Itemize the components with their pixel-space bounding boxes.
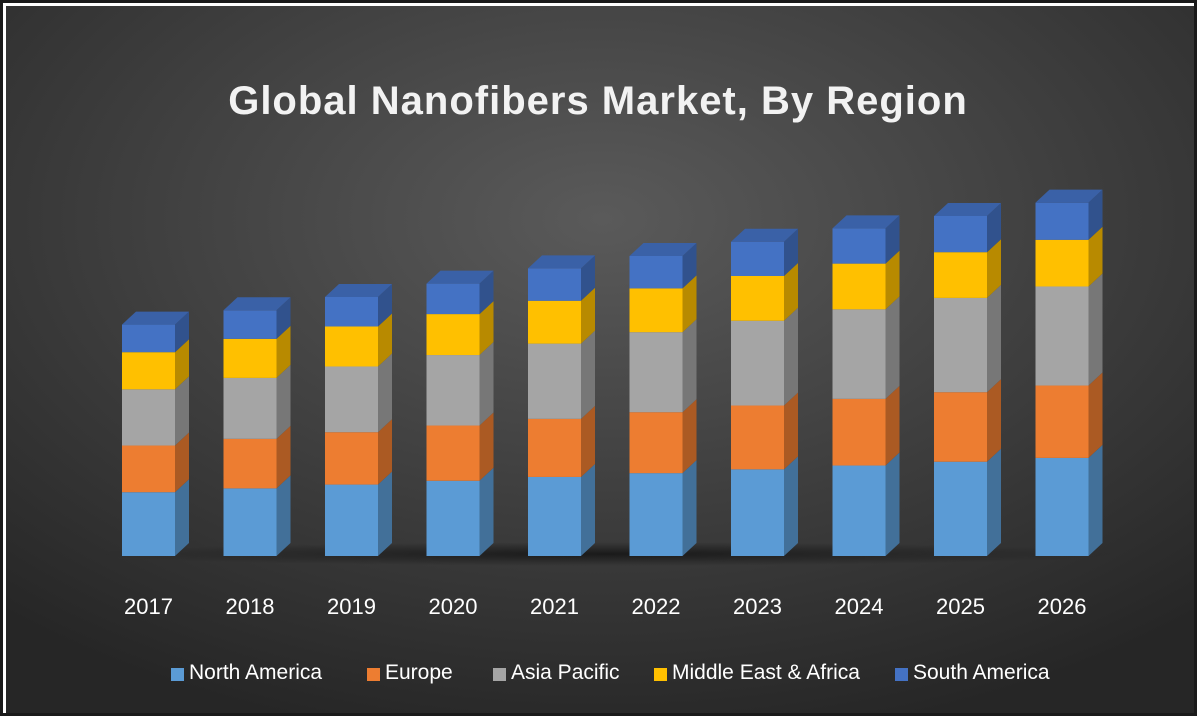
bar-2019-asia-pacific [325, 353, 392, 433]
x-tick-label: 2020 [429, 594, 478, 619]
legend-label: North America [189, 661, 322, 684]
bar-2021-middle-east-africa [528, 287, 595, 344]
bar-2025-europe [934, 379, 1001, 462]
bar-2019-north-america [325, 471, 392, 556]
bar-2025-north-america [934, 448, 1001, 556]
x-tick-label: 2025 [936, 594, 985, 619]
nanofibers-market-chart: Global Nanofibers Market, By Region 2017… [6, 6, 1194, 713]
bar-2017-asia-pacific [122, 376, 189, 446]
bar-2026-middle-east-africa [1035, 226, 1103, 287]
bar-2020-europe [426, 412, 494, 481]
bar-stack-2025 [934, 203, 1001, 556]
legend-swatch [171, 668, 184, 681]
x-tick-label: 2021 [530, 594, 579, 619]
legend-item-north-america: North America [171, 661, 322, 684]
chart-title: Global Nanofibers Market, By Region [228, 79, 968, 123]
bar-stack-2017 [122, 311, 189, 556]
bar-2019-europe [325, 419, 392, 485]
bar-2020-asia-pacific [426, 342, 494, 426]
bar-2020-north-america [426, 467, 494, 556]
bar-2024-north-america [832, 452, 900, 556]
bar-stack-2023 [731, 228, 798, 556]
bar-stack-2024 [832, 215, 900, 556]
bar-2017-south-america [122, 311, 189, 353]
x-tick-label: 2024 [835, 594, 884, 619]
bar-2023-asia-pacific [731, 307, 798, 406]
x-tick-label: 2022 [632, 594, 681, 619]
bar-2018-middle-east-africa [223, 325, 291, 378]
bar-2025-middle-east-africa [934, 239, 1001, 298]
bar-stack-2021 [528, 255, 595, 556]
legend-label: South America [913, 661, 1050, 684]
bar-2018-europe [223, 425, 291, 489]
x-tick-label: 2023 [733, 594, 782, 619]
legend-item-asia-pacific: Asia Pacific [493, 661, 620, 684]
x-tick-label: 2018 [226, 594, 275, 619]
bar-2019-middle-east-africa [325, 313, 392, 367]
bar-2018-asia-pacific [223, 364, 291, 439]
legend-label: Middle East & Africa [672, 661, 860, 684]
bar-2017-north-america [122, 479, 189, 556]
bar-2023-europe [731, 392, 798, 470]
bar-2018-south-america [223, 297, 291, 339]
x-tick-label: 2026 [1038, 594, 1087, 619]
x-tick-label: 2019 [327, 594, 376, 619]
x-axis-ticks: 2017 2018 2019 2020 2021 2022 2023 2024 2025 2026 [124, 594, 1086, 619]
bar-2020-south-america [426, 270, 494, 315]
bar-2026-asia-pacific [1035, 273, 1103, 386]
bar-2025-south-america [934, 203, 1001, 253]
legend-label: Europe [385, 661, 453, 684]
legend: North America Europe Asia Pacific Middle Ea… [171, 661, 1050, 684]
bar-2020-middle-east-africa [426, 301, 494, 356]
bar-stack-2018 [223, 297, 291, 556]
bar-2017-europe [122, 432, 189, 493]
bar-stack-2026 [1035, 189, 1103, 556]
bar-stack-2022 [629, 243, 697, 556]
bar-2021-south-america [528, 255, 595, 301]
bar-2023-south-america [731, 228, 798, 276]
bar-2025-asia-pacific [934, 284, 1001, 393]
bar-2021-north-america [528, 463, 595, 556]
bar-stack-2019 [325, 283, 392, 556]
bar-2022-asia-pacific [629, 319, 697, 413]
bar-2022-north-america [629, 460, 697, 556]
legend-swatch [654, 668, 667, 681]
bars-group [122, 189, 1103, 556]
bar-2021-asia-pacific [528, 330, 595, 419]
bar-2026-south-america [1035, 189, 1103, 240]
bar-2017-middle-east-africa [122, 339, 189, 390]
x-tick-label: 2017 [124, 594, 173, 619]
legend-swatch [367, 668, 380, 681]
legend-item-middle-east-africa: Middle East & Africa [654, 661, 860, 684]
bar-2026-north-america [1035, 444, 1103, 556]
bar-stack-2020 [426, 270, 494, 556]
bar-2024-south-america [832, 215, 900, 264]
legend-swatch [493, 668, 506, 681]
bar-2022-south-america [629, 243, 697, 289]
legend-swatch [895, 668, 908, 681]
bar-2023-middle-east-africa [731, 263, 798, 321]
legend-item-europe: Europe [367, 661, 453, 684]
bar-2024-europe [832, 385, 900, 466]
bar-2019-south-america [325, 283, 392, 327]
legend-label: Asia Pacific [511, 661, 620, 684]
bar-2024-middle-east-africa [832, 250, 900, 310]
legend-item-south-america: South America [895, 661, 1050, 684]
bar-2018-north-america [223, 475, 291, 556]
bar-2026-europe [1035, 372, 1103, 458]
bar-2022-europe [629, 399, 697, 474]
bar-2022-middle-east-africa [629, 275, 697, 333]
bar-2024-asia-pacific [832, 296, 900, 399]
bar-2023-north-america [731, 456, 798, 556]
bar-2021-europe [528, 405, 595, 477]
